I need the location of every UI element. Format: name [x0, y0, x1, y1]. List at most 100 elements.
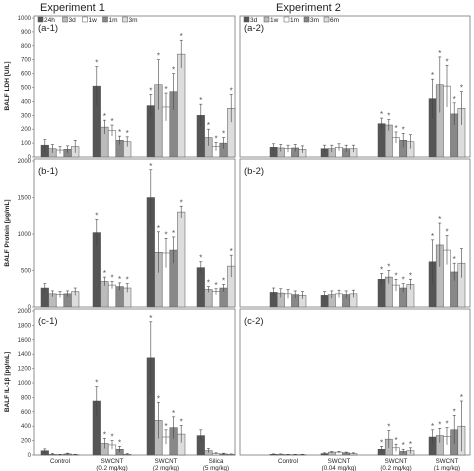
- bar: [196, 267, 205, 308]
- significance-mark: *: [157, 52, 160, 61]
- significance-mark: *: [222, 276, 225, 285]
- y-tick-label: 100: [21, 141, 32, 147]
- panel-label: (b-1): [38, 166, 58, 177]
- x-tick-labels: Control SWCNT(0.04 mg/kg)SWCNT(0.2 mg/kg)…: [278, 458, 460, 471]
- significance-mark: *: [453, 407, 456, 416]
- panel-a-2: (a-2)3d 1w 1m 3m 6m * * * * * * * * *: [239, 15, 471, 158]
- significance-mark: *: [445, 420, 448, 429]
- y-tick-label: 1400: [18, 352, 32, 358]
- panel-b-1: (b-1) 0 500 1000 1500 2000 BALF Protein [μg/mL…: [4, 158, 236, 311]
- y-tick-label: 1000: [18, 381, 32, 387]
- significance-mark: *: [453, 95, 456, 104]
- significance-mark: *: [222, 130, 225, 139]
- significance-mark: *: [118, 438, 121, 447]
- y-tick-label: 200: [21, 127, 32, 133]
- y-tick-label: 0: [28, 305, 32, 311]
- y-tick-label: 0: [28, 453, 32, 459]
- y-tick-label: 0: [28, 155, 32, 161]
- experiment-1-title: Experiment 1: [40, 2, 105, 14]
- significance-mark: *: [387, 423, 390, 432]
- y-tick-label: 1800: [18, 323, 32, 329]
- significance-mark: *: [460, 84, 463, 93]
- significance-mark: *: [164, 422, 167, 431]
- significance-mark: *: [95, 211, 98, 220]
- legend: 24h 3d 1w 1m 3m: [37, 16, 138, 24]
- significance-mark: *: [149, 314, 152, 323]
- significance-mark: *: [199, 254, 202, 263]
- significance-mark: *: [157, 224, 160, 233]
- significance-mark: *: [149, 162, 152, 171]
- bar: [177, 53, 186, 158]
- x-tick-label: (0.2 mg/kg): [380, 465, 411, 471]
- significance-mark: *: [380, 265, 383, 274]
- panel-c-1: (c-1) 0 200 400 600 800 1000 1200 1400 1600 1800 20…: [4, 308, 236, 471]
- significance-mark: *: [438, 49, 441, 58]
- significance-mark: *: [172, 66, 175, 75]
- y-tick-label: 500: [21, 86, 32, 92]
- y-tick-label: 1200: [18, 367, 32, 373]
- y-tick-label: 900: [21, 30, 32, 36]
- significance-mark: *: [431, 422, 434, 431]
- significance-mark: *: [402, 276, 405, 285]
- legend-label: 3m: [129, 17, 138, 24]
- panel-label: (a-1): [38, 23, 58, 34]
- panel-frame: [239, 308, 471, 456]
- y-tick-label: 600: [21, 72, 32, 78]
- panel-frame: [33, 308, 236, 456]
- significance-mark: *: [445, 227, 448, 236]
- legend-swatch: [62, 16, 68, 23]
- significance-mark: *: [149, 86, 152, 95]
- legend-swatch: [82, 16, 88, 23]
- significance-mark: *: [460, 393, 463, 402]
- legend-label: 1m: [109, 17, 118, 24]
- panel-c-2: (c-2)*** *******Control SWCNT(0.04 mg/kg)S…: [239, 308, 471, 471]
- x-tick-label: (0.2 mg/kg): [96, 465, 127, 471]
- x-tick-label: SWCNT: [436, 458, 459, 465]
- x-tick-labels: Control SWCNT(0.2 mg/kg)SWCNT(2 mg/kg)Sil…: [50, 458, 229, 471]
- y-axis-label: BALF IL-1β [pg/mL]: [4, 352, 11, 412]
- significance-mark: *: [214, 281, 217, 290]
- significance-mark: *: [409, 440, 412, 449]
- panel-frame: [33, 15, 236, 158]
- experiment-2-title: Experiment 2: [276, 2, 341, 14]
- panel-label: (a-2): [244, 23, 264, 34]
- significance-mark: *: [126, 276, 129, 285]
- panel-a-1: (a-1) 0 100 200 300 400 500 600 700 800 900 1000 BAL…: [4, 15, 236, 161]
- significance-mark: *: [180, 32, 183, 41]
- legend: 3d 1w 1m 3m 6m: [243, 16, 339, 24]
- legend-label: 6m: [330, 17, 339, 24]
- significance-mark: *: [409, 271, 412, 280]
- legend-label: 24h: [44, 17, 55, 24]
- y-tick-label: 700: [21, 58, 32, 64]
- y-axis-label: BALF Protein [μg/mL]: [4, 199, 11, 266]
- y-tick-label: 2000: [18, 309, 32, 315]
- legend-label: 1w: [270, 17, 279, 24]
- significance-mark: *: [402, 125, 405, 134]
- significance-mark: *: [453, 255, 456, 264]
- significance-mark: *: [172, 409, 175, 418]
- bar: [177, 211, 186, 308]
- y-tick-label: 400: [21, 99, 32, 105]
- significance-mark: *: [402, 441, 405, 450]
- legend-label: 1w: [89, 17, 98, 24]
- significance-mark: *: [230, 86, 233, 95]
- y-tick-label: 600: [21, 410, 32, 416]
- legend-swatch: [263, 16, 270, 23]
- significance-mark: *: [164, 230, 167, 239]
- significance-mark: *: [387, 263, 390, 272]
- x-tick-label: Silica: [209, 458, 224, 465]
- significance-mark: *: [118, 128, 121, 137]
- panel-b-2: (b-2) * * * * * * * * *: [239, 158, 471, 308]
- significance-mark: *: [431, 71, 434, 80]
- y-tick-label: 1000: [18, 232, 32, 238]
- legend-label: 3d: [250, 17, 258, 24]
- significance-mark: *: [445, 57, 448, 66]
- panel-label: (c-1): [38, 316, 58, 327]
- significance-mark: *: [110, 433, 113, 442]
- legend-swatch: [122, 16, 128, 23]
- panel-frame: [33, 158, 236, 308]
- y-axis-label: BALF LDH [U/L]: [4, 61, 11, 110]
- panel-label: (b-2): [244, 166, 264, 177]
- significance-mark: *: [394, 271, 397, 280]
- significance-mark: *: [118, 275, 121, 284]
